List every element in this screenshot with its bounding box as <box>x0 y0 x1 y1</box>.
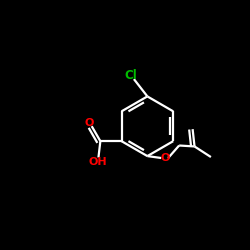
Text: Cl: Cl <box>124 69 137 82</box>
Text: OH: OH <box>88 157 107 167</box>
Text: O: O <box>161 153 170 163</box>
Text: O: O <box>85 118 94 128</box>
